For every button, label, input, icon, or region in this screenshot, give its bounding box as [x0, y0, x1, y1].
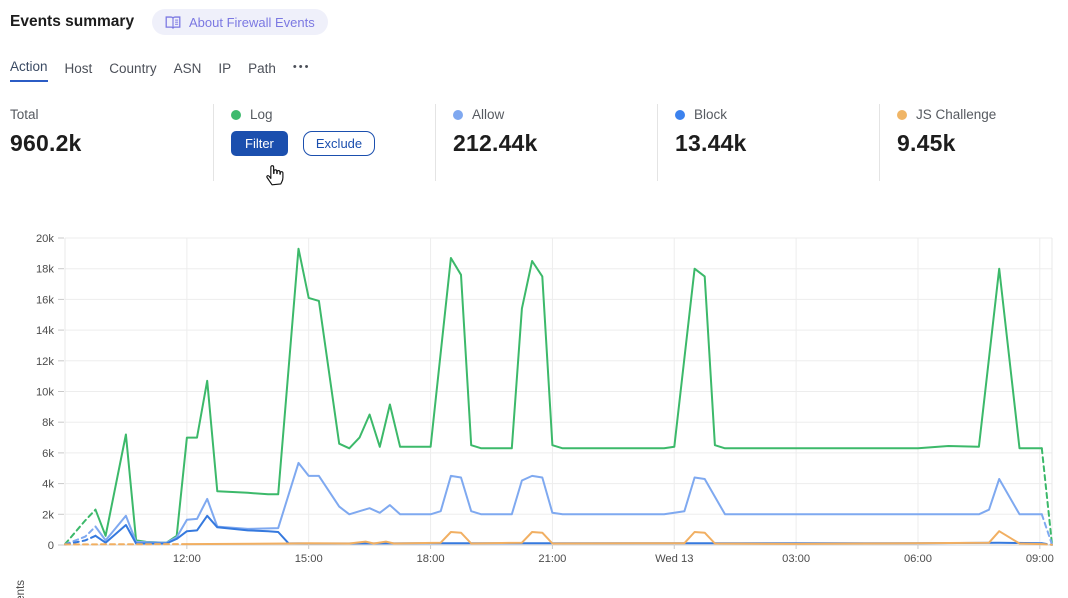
- about-badge-label: About Firewall Events: [189, 14, 315, 30]
- series-allow-line-dashed: [64, 525, 97, 546]
- block-value: 13.44k: [675, 130, 747, 156]
- y-tick-label: 6k: [42, 448, 54, 460]
- exclude-button[interactable]: Exclude: [302, 131, 376, 156]
- y-tick-label: 12k: [36, 356, 54, 368]
- y-tick-label: 4k: [42, 479, 54, 491]
- series-js-challenge-line-dashed: [1040, 543, 1053, 546]
- page-title: Events summary: [10, 13, 135, 30]
- y-tick-label: 8k: [42, 417, 54, 429]
- y-tick-label: 2k: [42, 509, 54, 521]
- js-challenge-dot: [897, 109, 907, 120]
- y-tick-label: 10k: [36, 387, 54, 399]
- filter-button[interactable]: Filter: [231, 131, 288, 156]
- log-label: Log: [250, 107, 273, 122]
- block-dot: [675, 109, 685, 120]
- series-block-line-dashed: [64, 534, 97, 546]
- x-tick-label: Wed 13: [655, 553, 693, 565]
- events-chart-svg: 0 2k 4k 6k 8k 10k 12k 14k 16k 18k 20k 12:00 15:00 18:…: [36, 233, 1054, 565]
- book-icon: [165, 15, 181, 30]
- about-firewall-events-badge[interactable]: About Firewall Events: [152, 9, 328, 35]
- allow-dot: [453, 109, 463, 120]
- x-tick-label: 06:00: [904, 553, 932, 565]
- total-value: 960.2k: [10, 130, 82, 156]
- series-block-line: [94, 514, 1043, 545]
- stat-card-total: Total 960.2k: [10, 107, 82, 157]
- total-label: Total: [10, 107, 39, 122]
- x-tick-label: 15:00: [295, 553, 323, 565]
- tab-country[interactable]: Country: [109, 61, 157, 76]
- tab-path[interactable]: Path: [248, 61, 276, 76]
- stat-card-js-challenge[interactable]: JS Challenge 9.45k: [897, 107, 996, 157]
- allow-label: Allow: [472, 107, 505, 122]
- y-tick-label: 14k: [36, 325, 54, 337]
- stat-card-log[interactable]: Log Filter Exclude: [231, 107, 376, 156]
- x-tick-label: 12:00: [173, 553, 201, 565]
- stats-divider: [879, 104, 880, 181]
- block-label: Block: [694, 107, 728, 122]
- x-tick-label: 18:00: [417, 553, 445, 565]
- stat-card-allow[interactable]: Allow 212.44k: [453, 107, 538, 157]
- dimension-tabs: Action Host Country ASN IP Path •••: [10, 59, 310, 82]
- y-tick-label: 16k: [36, 294, 54, 306]
- tabs-more-button[interactable]: •••: [292, 61, 311, 73]
- stat-card-block[interactable]: Block 13.44k: [675, 107, 747, 157]
- series-log-line: [94, 247, 1043, 544]
- allow-value: 212.44k: [453, 130, 538, 156]
- series-log-line-dashed: [64, 508, 97, 546]
- y-tick-label: 20k: [36, 233, 54, 245]
- x-tick-label: 21:00: [538, 553, 566, 565]
- series-log-line-dashed: [1040, 447, 1053, 546]
- log-dot: [231, 109, 241, 120]
- stats-divider: [657, 104, 658, 181]
- tab-action[interactable]: Action: [10, 59, 48, 82]
- tab-asn[interactable]: ASN: [173, 61, 202, 76]
- mouse-cursor-hand: [266, 165, 284, 186]
- events-chart: 0 2k 4k 6k 8k 10k 12k 14k 16k 18k 20k 12:00 15:00 18:…: [0, 233, 1068, 598]
- y-tick-label: 0: [48, 540, 54, 552]
- js-challenge-label: JS Challenge: [916, 107, 997, 122]
- stats-divider: [213, 104, 214, 181]
- y-axis-title: Number of Events: [15, 538, 27, 598]
- tab-ip[interactable]: IP: [218, 61, 232, 76]
- series-allow-line: [94, 461, 1043, 544]
- x-tick-label: 03:00: [782, 553, 810, 565]
- js-challenge-value: 9.45k: [897, 130, 956, 156]
- tab-host[interactable]: Host: [64, 61, 93, 76]
- series-allow-line-dashed: [1040, 513, 1053, 546]
- y-tick-label: 18k: [36, 264, 54, 276]
- stats-divider: [435, 104, 436, 181]
- series-js-challenge-line: [185, 530, 1043, 546]
- x-tick-label: 09:00: [1026, 553, 1054, 565]
